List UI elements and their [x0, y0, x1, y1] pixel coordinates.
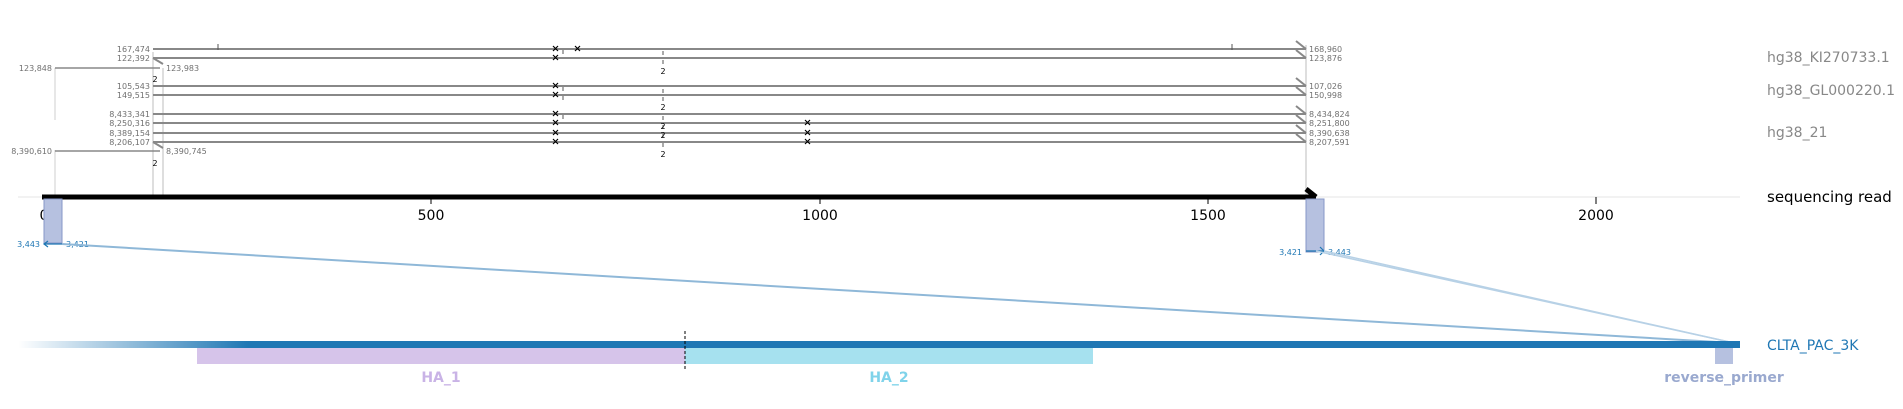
feature-block-ha-1 — [197, 348, 685, 364]
reference-group: 8,433,341 8,434,824 8,250,316 8,251,800 … — [11, 105, 1827, 168]
primer-hit-label: 3,443 — [1328, 248, 1351, 257]
indel-ticks — [217, 44, 1233, 147]
mismatch-count-label: 2 — [152, 159, 157, 168]
mismatch-mark — [552, 138, 559, 145]
feature-label-ha-2: HA_2 — [869, 370, 908, 386]
mismatch-mark — [804, 129, 811, 136]
alignment-end-label: 150,998 — [1309, 91, 1342, 100]
primer-hit-block — [1305, 198, 1325, 253]
target-connector-line — [61, 243, 1735, 344]
alignment-start-label: 8,250,316 — [109, 119, 150, 128]
alignment-end-label: 8,251,800 — [1309, 119, 1350, 128]
target-fade — [18, 341, 248, 348]
alignment-end-label: 8,207,591 — [1309, 138, 1350, 147]
primer-hit-label: 3,443 — [17, 240, 40, 249]
alignment-end-label: 168,960 — [1309, 45, 1342, 54]
mismatch-count-label: 2 — [660, 150, 665, 159]
feature-label-ha-1: HA_1 — [421, 370, 460, 386]
mismatch-count-label: 2 — [660, 103, 665, 112]
feature-block-ha-2 — [685, 348, 1093, 364]
mismatch-mark — [552, 54, 559, 61]
alignment-arrowhead — [152, 57, 164, 65]
sequencing-read-label: sequencing read — [1767, 188, 1892, 206]
mismatch-marks — [552, 45, 811, 145]
mismatch-mark — [804, 119, 811, 126]
feature-label-reverse-primer: reverse_primer — [1664, 370, 1784, 386]
alignment-arrowhead — [1295, 49, 1307, 59]
connector-start-label: 123,848 — [19, 64, 52, 73]
reference-group: 167,474 168,960 122,392 123,876 123,848 … — [19, 40, 1890, 84]
alignment-arrowhead — [1295, 40, 1307, 50]
alignment-arrowhead — [1295, 86, 1307, 96]
alignment-start-label: 8,433,341 — [109, 110, 150, 119]
mismatch-mark — [804, 138, 811, 145]
alignment-start-label: 149,515 — [117, 91, 150, 100]
mismatch-mark — [552, 82, 559, 89]
mismatch-mark — [574, 45, 581, 52]
mismatch-count-label: 2 — [660, 67, 665, 76]
mismatch-mark — [552, 129, 559, 136]
primer-hit-label: 3,421 — [1279, 248, 1302, 257]
alignment-start-label: 8,206,107 — [109, 138, 150, 147]
mismatch-mark — [552, 119, 559, 126]
alignment-start-label: 167,474 — [117, 45, 150, 54]
reference-group: 105,543 107,026 149,515 150,998 hg38_GL0… — [117, 77, 1895, 100]
axis-tick-label: 1000 — [802, 208, 838, 224]
mismatch-mark — [552, 110, 559, 117]
alignment-end-label: 107,026 — [1309, 82, 1342, 91]
alignment-arrowhead — [1295, 114, 1307, 124]
alignment-start-label: 105,543 — [117, 82, 150, 91]
reference-name: hg38_GL000220.1 — [1767, 83, 1895, 99]
alignment-start-label: 8,389,154 — [109, 129, 150, 138]
mismatch-count-label: 2 — [660, 122, 665, 131]
feature-block-reverse-primer — [1715, 348, 1733, 364]
alignment-arrowhead — [1295, 77, 1307, 87]
axis-tick-label: 500 — [418, 208, 445, 224]
alignment-arrowhead — [1295, 133, 1307, 143]
target-connector-line — [1315, 250, 1735, 344]
primer-hit-block — [43, 198, 63, 244]
reference-name: hg38_21 — [1767, 125, 1827, 141]
sequencing-read-axis: 0 500 1000 1500 2000 sequencing read — [40, 187, 1892, 224]
connector-end-label: 8,390,745 — [166, 147, 207, 156]
alignment-start-label: 122,392 — [117, 54, 150, 63]
mismatch-count-label: 2 — [152, 75, 157, 84]
target-bar — [248, 341, 1740, 348]
alignment-arrowhead — [1295, 124, 1307, 134]
alignment-end-label: 123,876 — [1309, 54, 1342, 63]
target-name: CLTA_PAC_3K — [1767, 338, 1859, 354]
mismatch-mark — [552, 45, 559, 52]
axis-tick-label: 2000 — [1578, 208, 1614, 224]
alignment-end-label: 8,390,638 — [1309, 129, 1350, 138]
alignment-arrowhead — [1295, 105, 1307, 115]
alignment-end-label: 8,434,824 — [1309, 110, 1350, 119]
read-arrowhead — [1304, 187, 1318, 199]
connector-end-label: 123,983 — [166, 64, 199, 73]
mismatch-mark — [552, 91, 559, 98]
connector-start-label: 8,390,610 — [11, 147, 52, 156]
reference-name: hg38_KI270733.1 — [1767, 50, 1890, 66]
axis-tick-label: 1500 — [1190, 208, 1226, 224]
mismatch-count-label: 2 — [660, 131, 665, 140]
alignment-arrowhead — [152, 141, 164, 149]
